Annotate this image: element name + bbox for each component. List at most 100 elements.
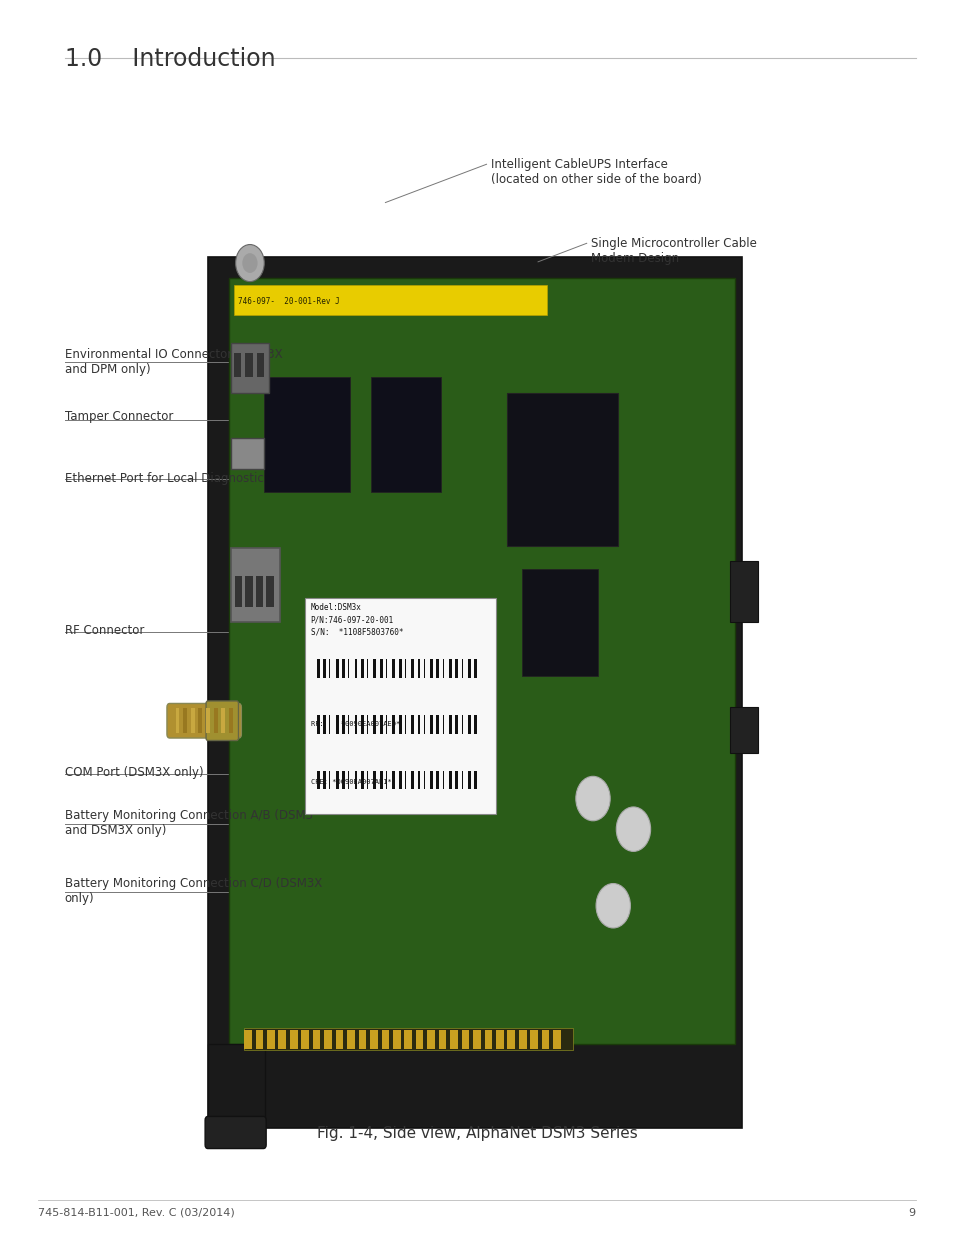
Bar (411, 771, 414, 789)
Bar (480, 659, 481, 678)
Text: COM Port (DSM3X only): COM Port (DSM3X only) (65, 766, 203, 779)
Bar (398, 659, 401, 678)
Bar (386, 771, 387, 789)
Bar (464, 659, 467, 678)
Bar (417, 771, 420, 789)
Bar (301, 1030, 309, 1049)
Bar (386, 659, 387, 678)
Bar (389, 771, 392, 789)
Bar (445, 659, 448, 678)
Bar (392, 659, 395, 678)
Bar (229, 709, 233, 734)
Bar (398, 771, 401, 789)
Bar (374, 715, 375, 734)
Bar (370, 659, 373, 678)
Bar (360, 659, 363, 678)
Bar (376, 715, 377, 734)
Text: Intelligent CableUPS Interface
(located on other side of the board): Intelligent CableUPS Interface (located … (491, 158, 701, 186)
Bar (255, 1030, 263, 1049)
Bar (329, 715, 330, 734)
Bar (468, 771, 471, 789)
Bar (370, 771, 373, 789)
Bar (392, 715, 395, 734)
Bar (438, 1030, 446, 1049)
Bar (351, 659, 354, 678)
Bar (245, 353, 253, 378)
Bar (436, 659, 438, 678)
Bar (541, 1030, 549, 1049)
Bar (382, 659, 385, 678)
Bar (427, 659, 430, 678)
Bar (342, 771, 345, 789)
Bar (191, 709, 194, 734)
Bar (395, 659, 396, 678)
Bar (518, 1030, 526, 1049)
Bar (367, 771, 368, 789)
Bar (374, 659, 375, 678)
Bar (436, 715, 438, 734)
Bar (333, 715, 335, 734)
Bar (314, 659, 316, 678)
Bar (461, 1030, 469, 1049)
Bar (313, 1030, 320, 1049)
Bar (379, 771, 382, 789)
Bar (316, 715, 319, 734)
Bar (468, 715, 471, 734)
Bar (729, 706, 758, 752)
Bar (423, 771, 424, 789)
Bar (389, 715, 392, 734)
Bar (401, 659, 404, 678)
Bar (442, 659, 443, 678)
Bar (452, 659, 453, 678)
Bar (367, 659, 368, 678)
Bar (335, 659, 338, 678)
Bar (411, 659, 414, 678)
Bar (461, 659, 462, 678)
Bar (452, 715, 453, 734)
Bar (433, 659, 434, 678)
Bar (348, 715, 349, 734)
Text: 1.0    Introduction: 1.0 Introduction (65, 47, 275, 70)
Bar (416, 1030, 423, 1049)
Bar (449, 715, 452, 734)
Bar (411, 715, 414, 734)
Bar (198, 709, 202, 734)
Bar (290, 1030, 297, 1049)
Bar (345, 659, 348, 678)
Bar (338, 715, 339, 734)
Bar (521, 569, 598, 676)
FancyBboxPatch shape (206, 701, 238, 741)
Bar (231, 548, 280, 622)
Bar (342, 715, 345, 734)
Bar (264, 378, 350, 493)
Bar (404, 715, 406, 734)
Bar (480, 771, 481, 789)
Bar (458, 659, 461, 678)
Bar (423, 715, 424, 734)
Bar (345, 715, 348, 734)
Bar (231, 438, 264, 469)
Bar (395, 715, 396, 734)
FancyBboxPatch shape (167, 704, 241, 739)
Bar (474, 659, 476, 678)
Bar (507, 1030, 515, 1049)
Bar (374, 771, 375, 789)
Bar (471, 715, 472, 734)
Bar (452, 771, 453, 789)
Bar (370, 378, 441, 493)
Bar (404, 1030, 412, 1049)
Bar (244, 1030, 252, 1049)
Bar (348, 771, 349, 789)
Bar (404, 659, 406, 678)
Bar (370, 715, 373, 734)
Bar (347, 1030, 355, 1049)
Bar (449, 771, 452, 789)
Bar (392, 771, 395, 789)
Bar (175, 709, 179, 734)
Circle shape (596, 883, 630, 927)
Bar (442, 771, 443, 789)
Bar (414, 771, 415, 789)
Text: RF:    *0090EA007AE0*: RF: *0090EA007AE0* (311, 721, 399, 727)
Bar (326, 659, 329, 678)
Bar (423, 659, 424, 678)
